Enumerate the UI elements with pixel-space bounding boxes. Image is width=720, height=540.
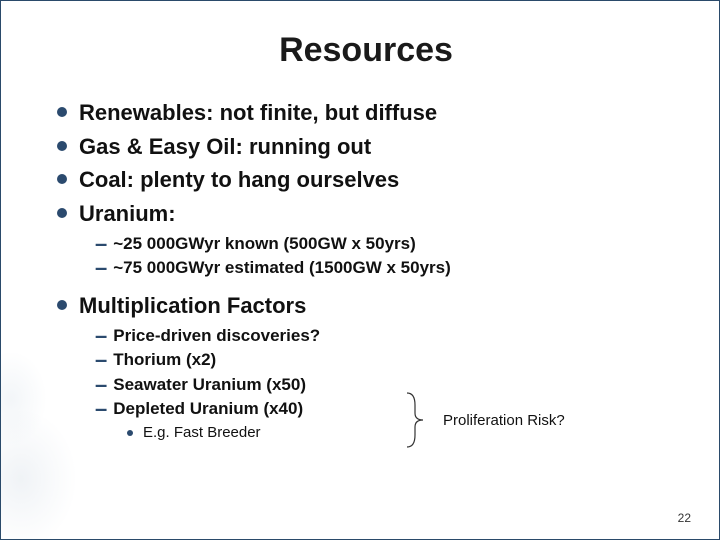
slide-title: Resources <box>49 31 683 70</box>
bullet-text: Uranium: <box>79 199 176 229</box>
bullet-multiplication: Multiplication Factors <box>57 291 683 321</box>
dash-icon: – <box>95 231 107 256</box>
bullet-text: Renewables: not finite, but diffuse <box>79 98 437 128</box>
bullet-text: Depleted Uranium (x40) <box>113 398 303 421</box>
annotation-text: Proliferation Risk? <box>443 412 565 429</box>
dash-icon: – <box>95 396 107 421</box>
sub-bullet-price-driven: – Price-driven discoveries? <box>95 325 683 348</box>
bullet-uranium: Uranium: <box>57 199 683 229</box>
bullet-text: Gas & Easy Oil: running out <box>79 132 371 162</box>
sub-bullet-depleted: – Depleted Uranium (x40) <box>95 398 683 421</box>
bullet-text: E.g. Fast Breeder <box>143 423 261 443</box>
bullet-dot-icon <box>127 430 133 436</box>
bullet-text: Multiplication Factors <box>79 291 306 321</box>
bullet-coal: Coal: plenty to hang ourselves <box>57 165 683 195</box>
slide-container: Resources Renewables: not finite, but di… <box>0 0 720 540</box>
bullet-text: ~75 000GWyr estimated (1500GW x 50yrs) <box>113 257 451 280</box>
annotation-group: Proliferation Risk? <box>401 391 565 449</box>
page-number: 22 <box>678 511 691 525</box>
spacer <box>57 281 683 291</box>
bullet-gas-oil: Gas & Easy Oil: running out <box>57 132 683 162</box>
bullet-text: Seawater Uranium (x50) <box>113 374 306 397</box>
sub-bullet-uranium-estimated: – ~75 000GWyr estimated (1500GW x 50yrs) <box>95 257 683 280</box>
bullet-text: Price-driven discoveries? <box>113 325 320 348</box>
dash-icon: – <box>95 347 107 372</box>
bullet-dot-icon <box>57 174 67 184</box>
bullet-text: ~25 000GWyr known (500GW x 50yrs) <box>113 233 416 256</box>
bullet-dot-icon <box>57 208 67 218</box>
bullet-dot-icon <box>57 107 67 117</box>
bullet-dot-icon <box>57 141 67 151</box>
sub-bullet-uranium-known: – ~25 000GWyr known (500GW x 50yrs) <box>95 233 683 256</box>
slide-content: Renewables: not finite, but diffuse Gas … <box>49 98 683 443</box>
sub-bullet-seawater: – Seawater Uranium (x50) <box>95 374 683 397</box>
bullet-text: Coal: plenty to hang ourselves <box>79 165 399 195</box>
dash-icon: – <box>95 323 107 348</box>
dash-icon: – <box>95 372 107 397</box>
bullet-text: Thorium (x2) <box>113 349 216 372</box>
dash-icon: – <box>95 255 107 280</box>
brace-icon <box>401 391 431 449</box>
bullet-renewables: Renewables: not finite, but diffuse <box>57 98 683 128</box>
bullet-dot-icon <box>57 300 67 310</box>
sub-bullet-thorium: – Thorium (x2) <box>95 349 683 372</box>
